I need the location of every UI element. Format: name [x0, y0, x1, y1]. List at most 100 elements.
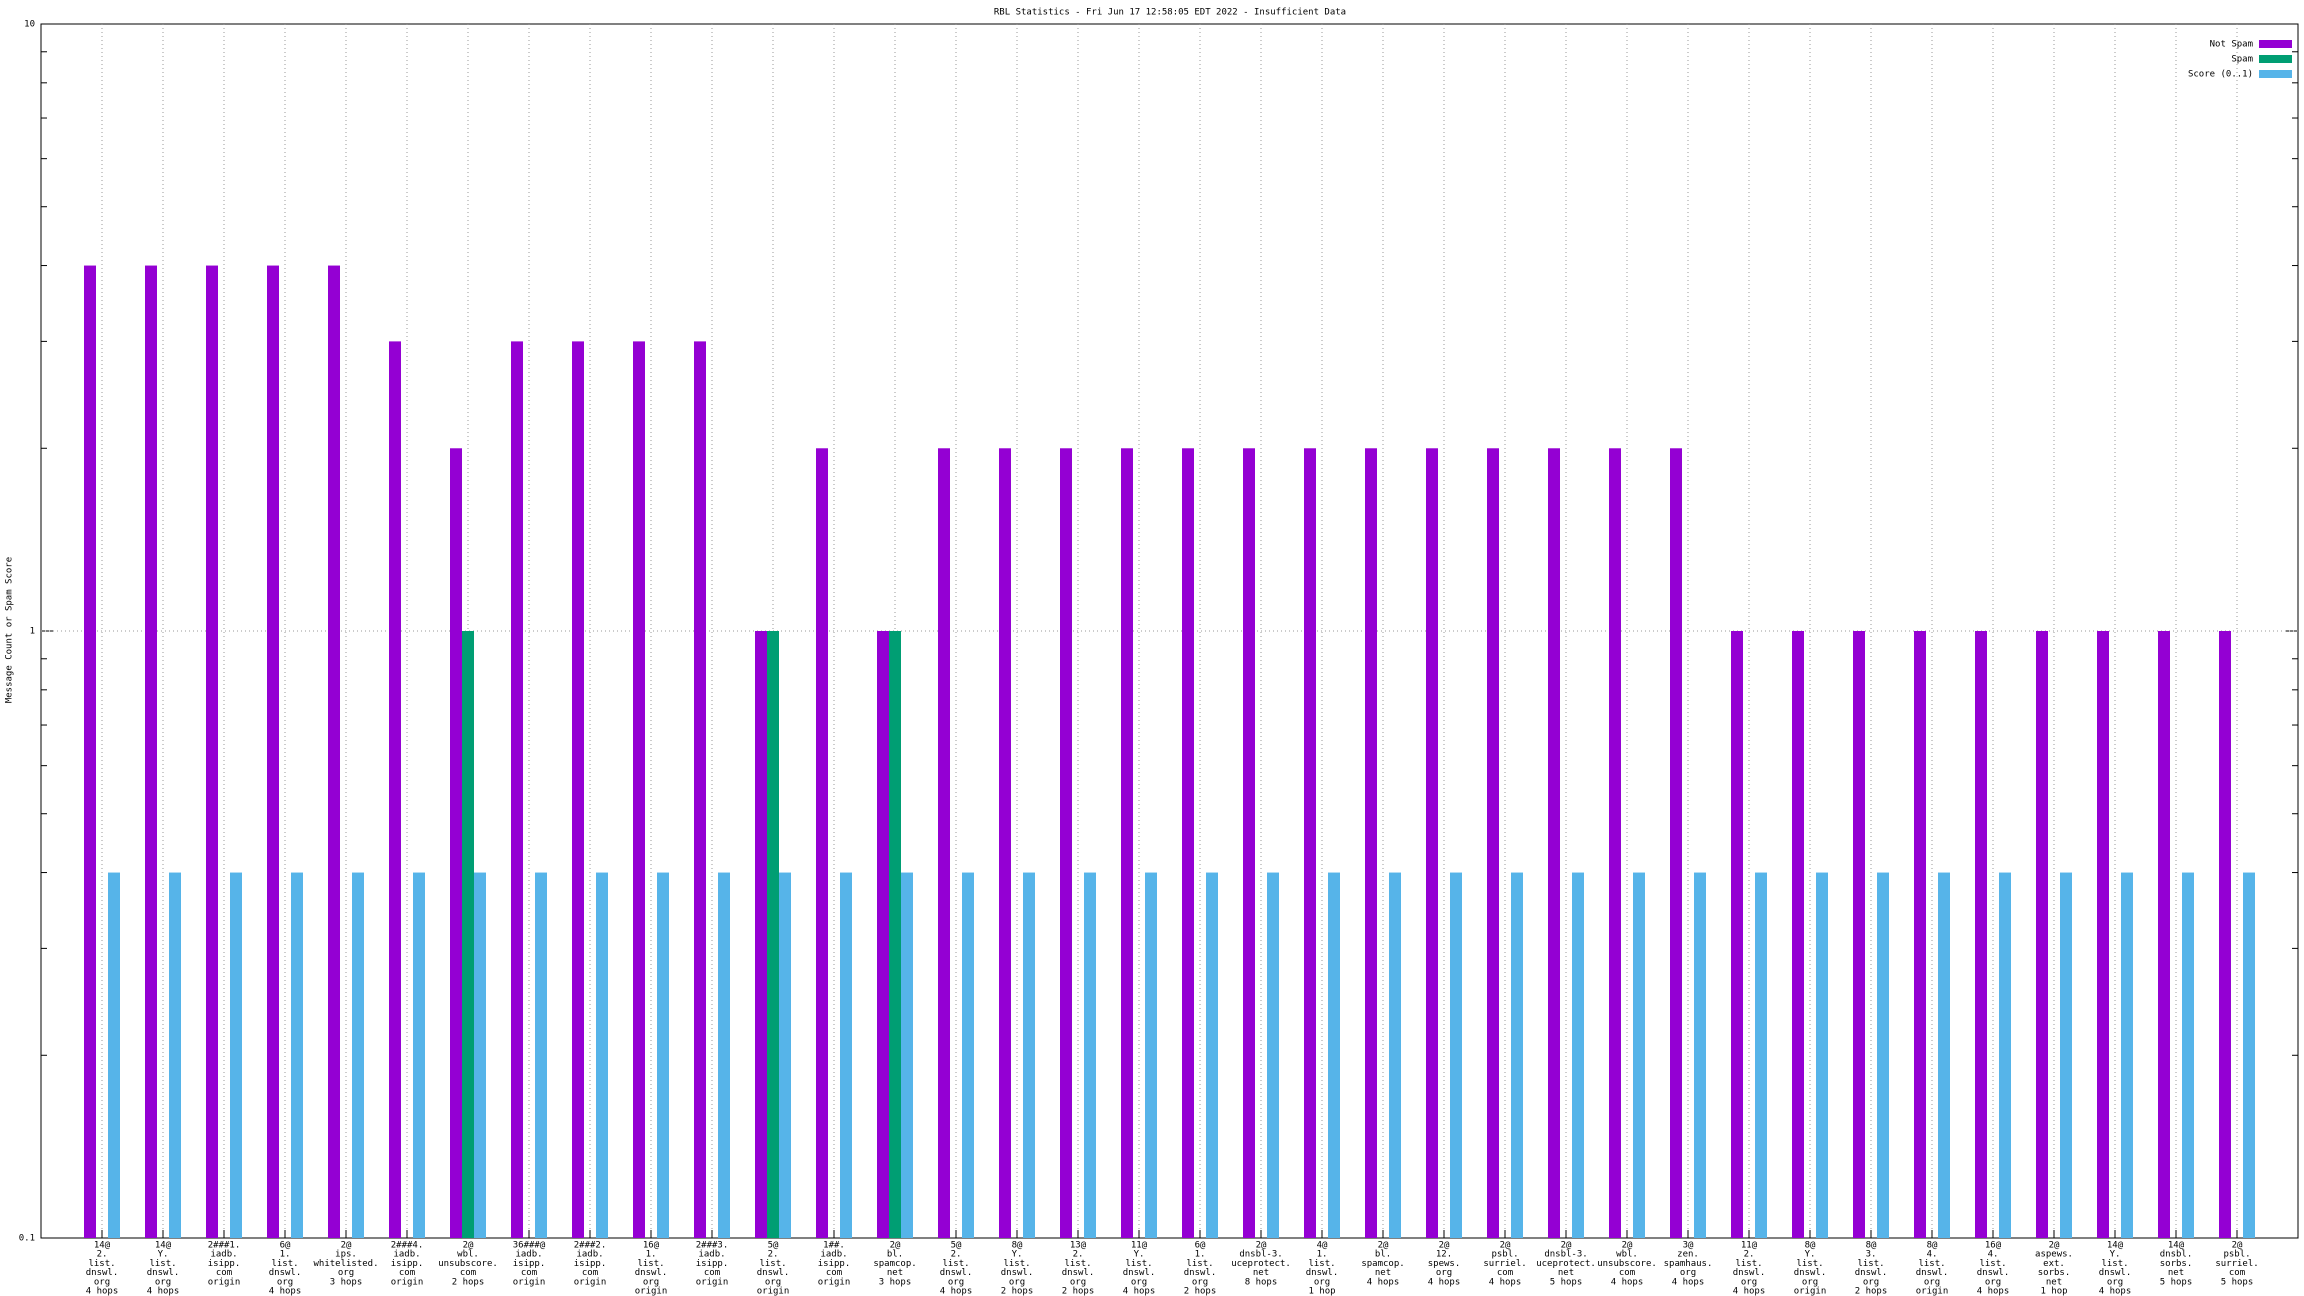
x-tick-label: origin — [1794, 1287, 1827, 1296]
x-tick-label: 5@ — [951, 1241, 962, 1251]
x-tick-label: isipp. — [696, 1259, 729, 1269]
x-tick-label: org — [1436, 1268, 1452, 1278]
x-tick-label: isipp. — [513, 1259, 546, 1269]
x-tick-label: list. — [1308, 1259, 1335, 1269]
bar — [1816, 872, 1828, 1238]
bar — [1084, 872, 1096, 1238]
x-tick-label: 4 hops — [1428, 1277, 1461, 1287]
bar — [474, 872, 486, 1238]
bar — [1914, 631, 1926, 1238]
bar — [1121, 448, 1133, 1238]
x-tick-label: 3@ — [1683, 1241, 1694, 1251]
x-tick-label: 2@ — [2232, 1241, 2243, 1251]
x-tick-label: 2@ — [1500, 1241, 1511, 1251]
x-tick-label: list. — [1918, 1259, 1945, 1269]
x-tick-label: 4. — [1927, 1250, 1938, 1260]
bar — [1206, 872, 1218, 1238]
bar — [267, 265, 279, 1239]
x-tick-label: com — [216, 1268, 232, 1278]
x-tick-label: 13@ — [1070, 1241, 1087, 1251]
x-tick-label: dnswl. — [757, 1268, 790, 1278]
x-tick-label: 8@ — [1927, 1241, 1938, 1251]
x-tick-label: 4 hops — [940, 1287, 973, 1296]
bar — [877, 631, 889, 1238]
x-tick-label: org — [1314, 1277, 1330, 1287]
bar — [230, 872, 242, 1238]
x-tick-label: dnswl. — [1062, 1268, 1095, 1278]
x-tick-label: 16@ — [1985, 1241, 2002, 1251]
bar — [572, 341, 584, 1238]
x-tick-label: Y. — [2110, 1250, 2121, 1260]
x-tick-label: org — [2107, 1277, 2123, 1287]
x-tick-label: 8 hops — [1245, 1277, 1278, 1287]
x-tick-label: 2###2. — [574, 1241, 607, 1251]
x-tick-label: org — [1863, 1277, 1879, 1287]
x-tick-label: 8@ — [1012, 1241, 1023, 1251]
x-tick-label: com — [582, 1268, 598, 1278]
bar — [462, 631, 474, 1238]
x-tick-label: 2###3. — [696, 1241, 729, 1251]
x-tick-label: net — [2046, 1277, 2062, 1287]
x-tick-label: 2. — [1744, 1250, 1755, 1260]
x-tick-label: origin — [391, 1277, 424, 1287]
x-tick-label: net — [1375, 1268, 1391, 1278]
x-tick-label: spews. — [1428, 1259, 1461, 1269]
x-tick-label: 1. — [1317, 1250, 1328, 1260]
x-tick-label: com — [399, 1268, 415, 1278]
bar — [1938, 872, 1950, 1238]
x-tick-label: iadb. — [698, 1250, 725, 1260]
x-tick-label: org — [1741, 1277, 1757, 1287]
x-tick-label: 4 hops — [147, 1287, 180, 1296]
bar — [2158, 631, 2170, 1238]
x-tick-label: list. — [1979, 1259, 2006, 1269]
y-axis-label: Message Count or Spam Score — [5, 557, 15, 703]
x-tick-label: dnswl. — [1733, 1268, 1766, 1278]
bar — [962, 872, 974, 1238]
bar — [1633, 872, 1645, 1238]
x-tick-label: 2. — [768, 1250, 779, 1260]
x-tick-label: com — [704, 1268, 720, 1278]
x-tick-label: 2###1. — [208, 1241, 241, 1251]
legend-swatch — [2259, 70, 2292, 78]
x-tick-label: aspews. — [2035, 1250, 2073, 1260]
x-tick-label: sorbs. — [2160, 1259, 2193, 1269]
x-tick-label: 2@ — [1256, 1241, 1267, 1251]
x-tick-label: 5 hops — [2221, 1277, 2254, 1287]
bar — [938, 448, 950, 1238]
x-tick-label: list. — [149, 1259, 176, 1269]
bar — [1670, 448, 1682, 1238]
x-tick-label: ext. — [2043, 1259, 2065, 1269]
bar — [1060, 448, 1072, 1238]
x-tick-label: 2@ — [2049, 1241, 2060, 1251]
x-tick-label: list. — [1064, 1259, 1091, 1269]
x-tick-label: 4 hops — [1733, 1287, 1766, 1296]
x-tick-label: 12. — [1436, 1250, 1452, 1260]
x-tick-label: dnswl. — [86, 1268, 119, 1278]
x-tick-label: list. — [1186, 1259, 1213, 1269]
x-tick-label: net — [887, 1268, 903, 1278]
bar — [2243, 872, 2255, 1238]
x-tick-label: 2. — [951, 1250, 962, 1260]
x-tick-label: com — [1497, 1268, 1513, 1278]
x-tick-label: 2@ — [463, 1241, 474, 1251]
chart-title: RBL Statistics - Fri Jun 17 12:58:05 EDT… — [994, 8, 1346, 18]
x-tick-label: zen. — [1677, 1250, 1699, 1260]
x-tick-label: psbl. — [2223, 1250, 2250, 1260]
bar — [1487, 448, 1499, 1238]
x-tick-label: Y. — [158, 1250, 169, 1260]
legend-label: Spam — [2231, 55, 2253, 65]
x-tick-label: iadb. — [393, 1250, 420, 1260]
x-tick-label: list. — [1796, 1259, 1823, 1269]
bar — [413, 872, 425, 1238]
bar — [1182, 448, 1194, 1238]
x-tick-label: psbl. — [1491, 1250, 1518, 1260]
x-tick-label: origin — [757, 1287, 790, 1296]
x-tick-label: origin — [818, 1277, 851, 1287]
x-tick-label: 2 hops — [452, 1277, 485, 1287]
x-tick-label: dnswl. — [147, 1268, 180, 1278]
x-tick-label: 2. — [97, 1250, 108, 1260]
x-tick-label: 2 hops — [1855, 1287, 1888, 1296]
x-tick-label: ips. — [335, 1250, 357, 1260]
x-tick-label: 4@ — [1317, 1241, 1328, 1251]
